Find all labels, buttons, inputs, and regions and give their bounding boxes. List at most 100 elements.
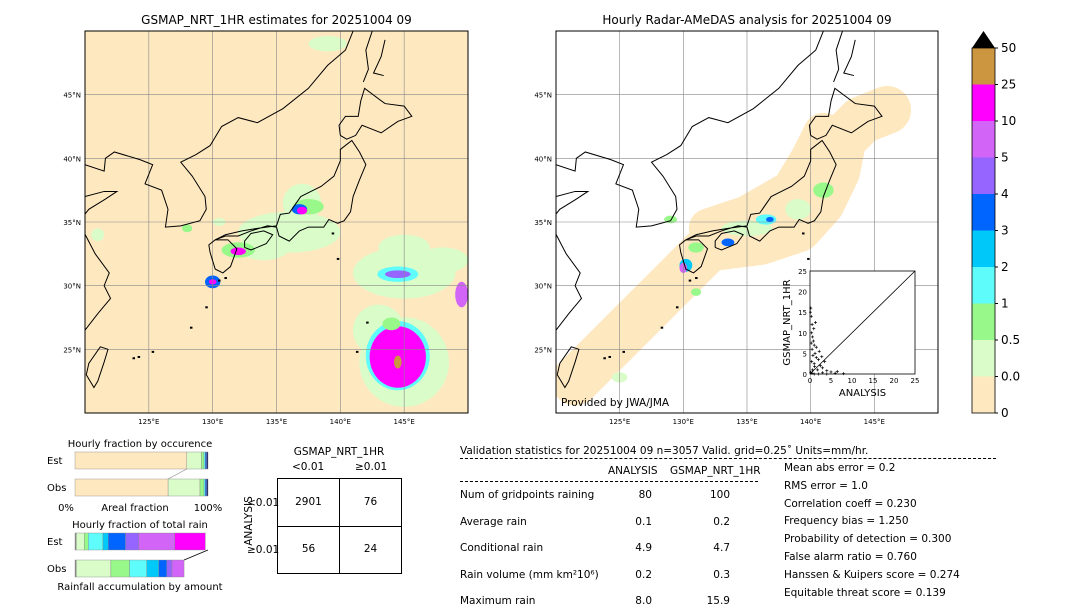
scatter-x-tick: 20 — [890, 377, 899, 385]
occurrence-segment — [186, 451, 202, 470]
rain-area — [382, 317, 401, 331]
coastline — [714, 230, 744, 251]
scatter-point — [819, 364, 822, 368]
scatter-point — [816, 368, 820, 372]
radar-map: 125°E 130°E 135°E 140°E 145°E 45°N 40°N 35°N 30°… — [534, 30, 939, 426]
y-tick-label: 40°N — [534, 155, 552, 163]
scatter-point — [811, 353, 815, 357]
map-frame — [555, 30, 939, 414]
y-tick-label: 40°N — [63, 155, 81, 163]
coastline — [362, 31, 373, 83]
coastline — [556, 190, 590, 332]
colorbar-segment — [972, 340, 995, 377]
occurrence-title: Hourly fraction by occurence — [68, 439, 212, 450]
contingency-table: 2901 76 56 24 — [277, 478, 402, 574]
score-item: Mean abs error = 0.2 — [784, 462, 896, 474]
scatter-point — [821, 366, 825, 370]
occurrence-segment — [206, 478, 209, 497]
x-tick-label: 135°E — [736, 418, 757, 426]
total-rain-segment — [84, 532, 89, 551]
scatter-point — [811, 335, 815, 339]
cell-false-alarm: 76 — [363, 496, 378, 508]
stat-label: Maximum rain — [460, 595, 536, 607]
scatter-point — [810, 331, 814, 335]
rain-area — [688, 242, 704, 253]
coastline — [85, 190, 119, 332]
coastline — [556, 346, 580, 389]
island — [603, 357, 606, 360]
coastline — [85, 346, 109, 389]
rain-area — [393, 355, 402, 369]
total-rain-segment — [129, 559, 148, 578]
colorbar-tick-label: 0.5 — [1001, 333, 1020, 347]
scatter-y-tick: 0 — [803, 371, 807, 379]
scatter-point — [811, 339, 815, 343]
x-tick-label: 145°E — [394, 418, 415, 426]
x-tick-label: 145°E — [864, 418, 885, 426]
coastline — [208, 239, 238, 274]
island — [151, 350, 155, 353]
rain-area — [690, 288, 702, 296]
rain-area — [766, 216, 774, 223]
island — [622, 350, 625, 353]
island — [336, 257, 340, 260]
colorbar: 0 0.01 0.5 1 2 3 4 5 10 25 50 — [971, 31, 1020, 420]
scatter-point — [810, 360, 814, 364]
occurrence-x-tick: 100% — [194, 503, 223, 514]
stat-gsmap: 0.3 — [713, 568, 730, 581]
scatter-point — [812, 327, 816, 331]
island — [331, 232, 335, 235]
colorbar-segment — [972, 267, 995, 304]
x-tick-label: 125°E — [609, 418, 630, 426]
total-rain-segment — [146, 559, 159, 578]
total-rain-xlabel: Rainfall accumulation by amount — [57, 582, 222, 593]
occurrence-x-tick: 0% — [58, 503, 74, 514]
coastline — [214, 139, 367, 242]
scatter-point — [809, 341, 813, 345]
scatter-point — [833, 371, 837, 375]
scatter-point — [825, 372, 829, 376]
stat-analysis: 8.0 — [635, 595, 652, 607]
score-item: Hanssen & Kuipers score = 0.274 — [784, 568, 960, 581]
scatter-point — [809, 306, 813, 310]
scatter-point — [817, 349, 821, 353]
coastline — [372, 39, 386, 77]
cell-miss: 56 — [301, 543, 316, 555]
y-tick-label: 45°N — [63, 92, 81, 100]
rain-area — [182, 224, 193, 233]
total-rain-segment — [76, 532, 85, 551]
rain-area — [721, 238, 735, 247]
total-rain-segment — [166, 559, 173, 578]
x-tick-label: 130°E — [202, 418, 223, 426]
y-tick-label: 35°N — [534, 219, 552, 227]
score-item: Correlation coeff = 0.230 — [784, 497, 917, 510]
island — [660, 326, 664, 329]
bar-category-label: Est — [47, 456, 63, 467]
island — [189, 326, 193, 329]
map2-title: Hourly Radar-AMeDAS analysis for 2025100… — [602, 13, 892, 27]
colorbar-segment — [972, 157, 995, 194]
total-rain-segment — [174, 532, 206, 551]
colorbar-tick-label: 3 — [1001, 224, 1009, 238]
scatter-x-tick: 25 — [911, 377, 920, 385]
score-item: Frequency bias = 1.250 — [784, 515, 909, 528]
scatter-y-tick: 20 — [798, 289, 807, 297]
colorbar-tick-label: 0.01 — [1001, 370, 1020, 384]
bar-category-label: Est — [47, 537, 63, 548]
x-tick-label: 125°E — [138, 418, 159, 426]
connector — [167, 468, 187, 480]
scatter-ylabel: GSMAP_NRT_1HR — [782, 279, 793, 365]
y-tick-label: 30°N — [63, 283, 81, 291]
score-item: False alarm ratio = 0.760 — [784, 551, 917, 563]
total-rain-segment — [76, 559, 112, 578]
rain-area — [785, 199, 811, 220]
total-rain-segment — [88, 532, 104, 551]
scatter-point — [816, 358, 820, 362]
total-rain-segment — [125, 532, 140, 551]
diagonal-line — [809, 270, 916, 375]
occurrence-segment — [167, 478, 201, 497]
stat-gsmap: 0.2 — [713, 515, 730, 528]
total-rain-segment — [110, 559, 130, 578]
scatter-point — [812, 343, 816, 347]
colorbar-segment — [972, 84, 995, 121]
